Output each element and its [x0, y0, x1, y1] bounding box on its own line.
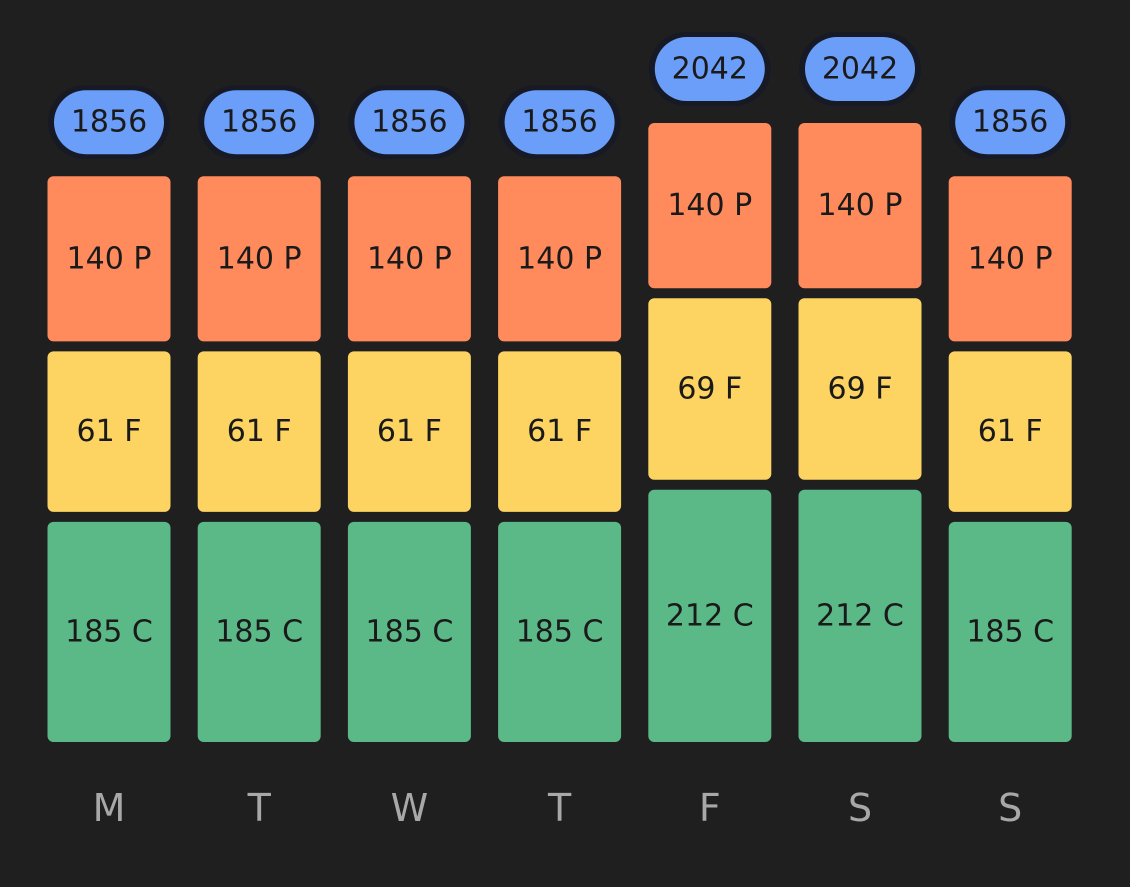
- value-label: 140 P: [818, 188, 903, 223]
- total-label: 2042: [672, 52, 748, 87]
- value-label: 61 F: [527, 414, 592, 449]
- value-label: 140 P: [367, 241, 452, 276]
- bar-segment: [648, 298, 772, 480]
- total-pill: [654, 37, 765, 102]
- day-label: S: [848, 786, 872, 830]
- value-label: 185 C: [65, 614, 153, 649]
- bar-segment: [347, 351, 471, 512]
- bar-segment: [948, 351, 1072, 512]
- value-label: 140 P: [667, 188, 752, 223]
- value-label: 140 P: [67, 241, 152, 276]
- bar-segment: [798, 123, 922, 289]
- value-label: 61 F: [377, 414, 442, 449]
- day-label: S: [998, 786, 1022, 830]
- value-label: 61 F: [227, 414, 292, 449]
- day-label: T: [247, 786, 272, 830]
- bar-segment: [197, 176, 321, 342]
- day-label: W: [391, 786, 429, 830]
- total-label: 1856: [221, 105, 297, 140]
- bar-segment: [648, 123, 772, 289]
- total-label: 1856: [71, 105, 147, 140]
- bar-segment: [498, 521, 622, 742]
- total-pill: [955, 90, 1066, 155]
- value-label: 185 C: [366, 614, 454, 649]
- bar-segment: [798, 489, 922, 742]
- value-label: 61 F: [77, 414, 142, 449]
- value-label: 212 C: [666, 598, 754, 633]
- bar-segment: [197, 351, 321, 512]
- bar-segment: [948, 176, 1072, 342]
- total-label: 2042: [822, 52, 898, 87]
- value-label: 69 F: [828, 371, 893, 406]
- day-label: T: [547, 786, 572, 830]
- bar-segment: [347, 521, 471, 742]
- value-label: 140 P: [217, 241, 302, 276]
- bar-segment: [498, 351, 622, 512]
- bar-segment: [347, 176, 471, 342]
- value-label: 61 F: [978, 414, 1043, 449]
- value-label: 185 C: [516, 614, 604, 649]
- bar-segment: [47, 351, 171, 512]
- value-label: 185 C: [215, 614, 303, 649]
- bar-segment: [498, 176, 622, 342]
- total-label: 1856: [972, 105, 1048, 140]
- total-pill: [354, 90, 465, 155]
- value-label: 140 P: [517, 241, 602, 276]
- value-label: 140 P: [968, 241, 1053, 276]
- total-label: 1856: [371, 105, 447, 140]
- value-label: 212 C: [816, 598, 904, 633]
- bar-segment: [47, 521, 171, 742]
- bar-segment: [197, 521, 321, 742]
- total-label: 1856: [521, 105, 597, 140]
- bar-segment: [798, 298, 922, 480]
- bar-segment: [47, 176, 171, 342]
- total-pill: [805, 37, 915, 102]
- bar-segment: [948, 521, 1072, 742]
- bar-segment: [648, 489, 772, 742]
- value-label: 185 C: [966, 614, 1054, 649]
- day-label: F: [699, 786, 721, 830]
- day-label: M: [93, 786, 126, 830]
- total-pill: [504, 90, 615, 155]
- total-pill: [204, 90, 315, 155]
- value-label: 69 F: [677, 371, 742, 406]
- total-pill: [54, 90, 164, 155]
